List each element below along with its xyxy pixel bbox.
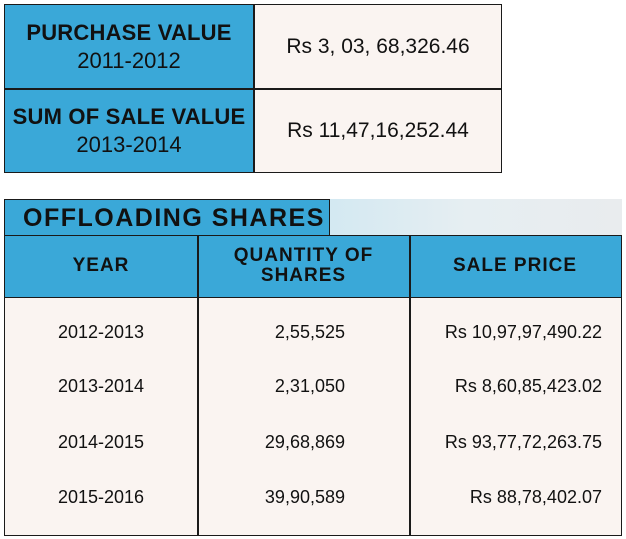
column-divider xyxy=(409,236,411,535)
header-sale-price: SALE PRICE xyxy=(452,255,578,276)
quantity-cell: 2,31,050 xyxy=(274,375,345,396)
year-cell: 2012-2013 xyxy=(57,321,145,342)
quantity-cell: 29,68,869 xyxy=(264,431,345,452)
sale-value-period: 2013-2014 xyxy=(76,132,182,157)
offloading-title: OFFLOADING SHARES xyxy=(4,199,330,236)
purchase-value-label-cell: PURCHASE VALUE 2011-2012 xyxy=(5,5,253,88)
table-row: 2015-2016 39,90,589 Rs 88,78,402.07 xyxy=(5,482,621,512)
table-body: 2012-2013 2,55,525 Rs 10,97,97,490.22 20… xyxy=(5,298,621,535)
price-cell: Rs 93,77,72,263.75 xyxy=(444,431,602,452)
sale-value-amount: Rs 11,47,16,252.44 xyxy=(255,90,501,172)
price-cell: Rs 88,78,402.07 xyxy=(469,486,602,507)
purchase-value-row: PURCHASE VALUE 2011-2012 Rs 3, 03, 68,32… xyxy=(5,5,501,88)
table-row: 2014-2015 29,68,869 Rs 93,77,72,263.75 xyxy=(5,427,621,457)
sale-value-label-cell: SUM OF SALE VALUE 2013-2014 xyxy=(5,90,253,172)
year-cell: 2015-2016 xyxy=(57,486,145,507)
table-header: YEAR QUANTITY OF SHARES SALE PRICE xyxy=(5,236,621,298)
offloading-shares-table: YEAR QUANTITY OF SHARES SALE PRICE 2012-… xyxy=(4,235,622,536)
header-quantity-line2: SHARES xyxy=(260,265,347,286)
sale-value-row: SUM OF SALE VALUE 2013-2014 Rs 11,47,16,… xyxy=(5,90,501,172)
header-year: YEAR xyxy=(72,255,130,276)
year-cell: 2014-2015 xyxy=(57,431,145,452)
table-row: 2013-2014 2,31,050 Rs 8,60,85,423.02 xyxy=(5,371,621,401)
purchase-value-label: PURCHASE VALUE xyxy=(26,19,232,45)
year-cell: 2013-2014 xyxy=(57,375,145,396)
quantity-cell: 2,55,525 xyxy=(274,321,345,342)
sale-value-label: SUM OF SALE VALUE xyxy=(12,104,246,129)
summary-table: PURCHASE VALUE 2011-2012 Rs 3, 03, 68,32… xyxy=(4,4,502,173)
purchase-value-period: 2011-2012 xyxy=(77,47,181,73)
column-divider xyxy=(197,236,199,535)
header-quantity-line1: QUANTITY OF xyxy=(233,245,374,266)
table-row: 2012-2013 2,55,525 Rs 10,97,97,490.22 xyxy=(5,317,621,347)
price-cell: Rs 8,60,85,423.02 xyxy=(454,375,602,396)
purchase-value-amount: Rs 3, 03, 68,326.46 xyxy=(255,5,501,88)
quantity-cell: 39,90,589 xyxy=(264,486,345,507)
header-quantity: QUANTITY OF SHARES xyxy=(198,236,409,296)
price-cell: Rs 10,97,97,490.22 xyxy=(444,321,602,342)
